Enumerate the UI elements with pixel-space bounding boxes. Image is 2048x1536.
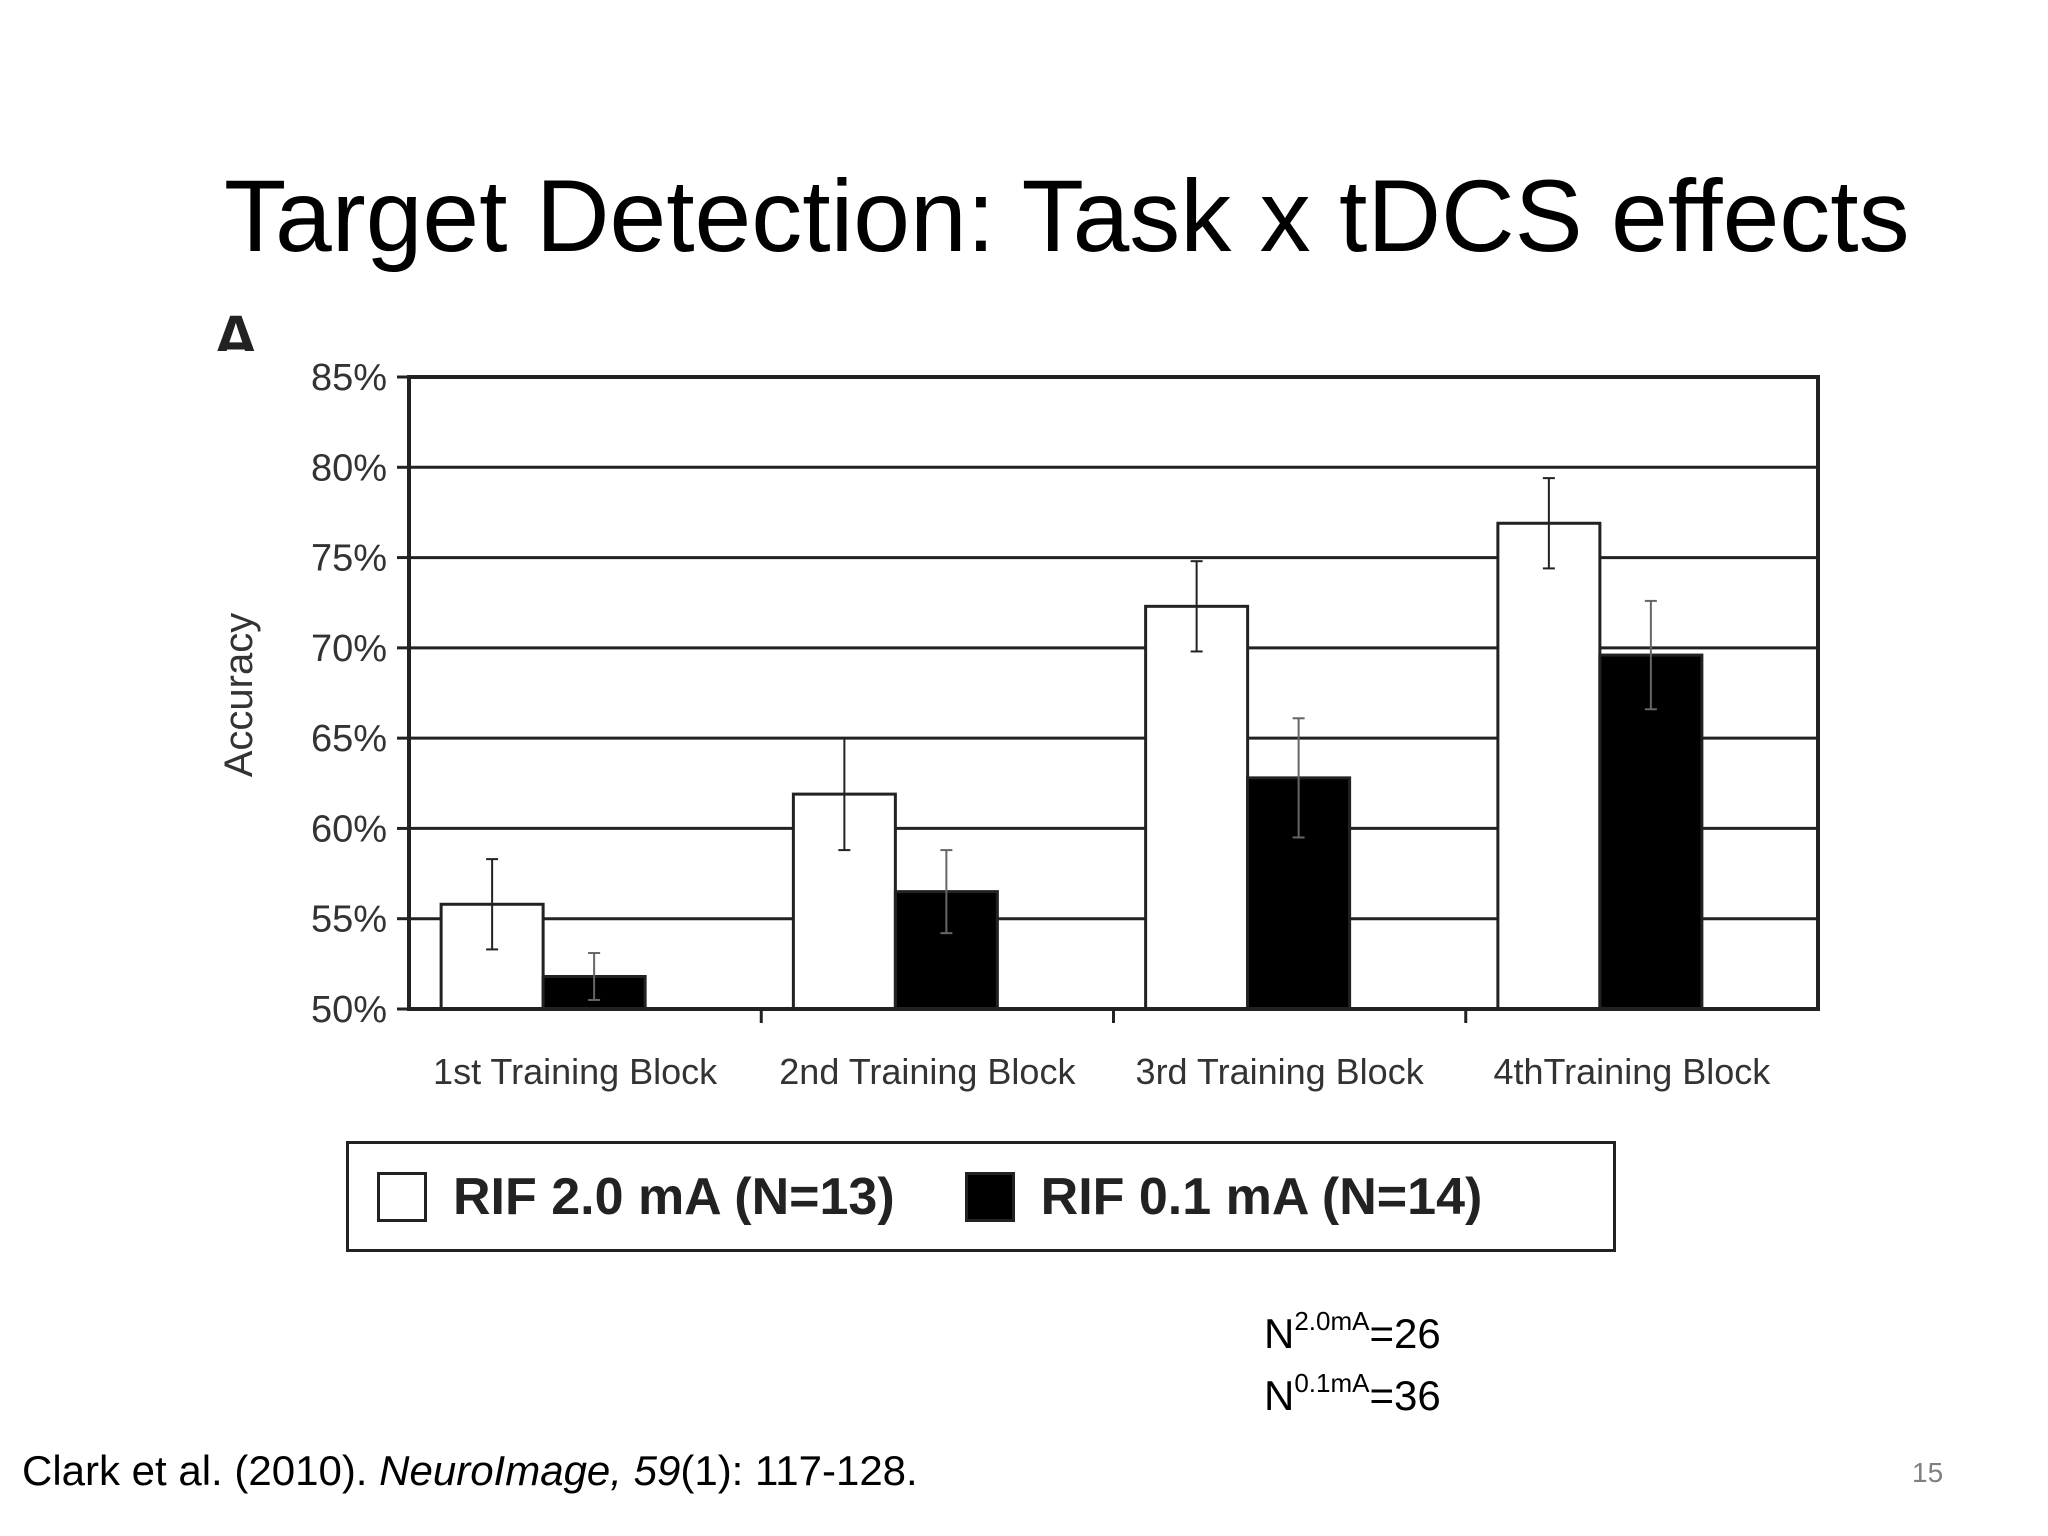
page-number: 15: [1912, 1457, 1944, 1488]
x-category-label: 3rd Training Block: [1136, 1051, 1425, 1092]
chart-legend: RIF 2.0 mA (N=13) RIF 0.1 mA (N=14): [346, 1141, 1616, 1252]
citation-issue-pages: (1): 117-128.: [680, 1447, 918, 1494]
legend-item-01mA: RIF 0.1 mA (N=14): [964, 1167, 1483, 1227]
x-category-label: 4thTraining Block: [1493, 1051, 1771, 1092]
x-category-label: 1st Training Block: [433, 1051, 718, 1092]
error-bars: [486, 477, 1657, 1001]
y-tick-label: 55%: [311, 899, 387, 941]
plot-border: [407, 375, 1820, 1011]
n-value: =36: [1369, 1372, 1441, 1419]
legend-item-2mA: RIF 2.0 mA (N=13): [377, 1167, 895, 1227]
n-count-2mA: N2.0mA=26: [1264, 1306, 1441, 1358]
n-sup: 0.1mA: [1294, 1368, 1370, 1398]
error-bar: [838, 737, 851, 852]
panel-letter: A: [212, 305, 260, 351]
plot-frame: [407, 375, 1820, 1023]
y-tick-label: 80%: [311, 447, 387, 489]
x-category-labels: 1st Training Block 2nd Training Block 3rd …: [433, 1051, 1771, 1092]
y-tick-label: 60%: [311, 808, 387, 850]
legend-label: RIF 2.0 mA (N=13): [453, 1167, 895, 1226]
error-bar: [940, 849, 953, 935]
n-value: =26: [1369, 1310, 1441, 1357]
error-bar: [1644, 599, 1657, 711]
x-category-label: 2nd Training Block: [779, 1051, 1076, 1092]
citation-authors: Clark et al. (2010).: [22, 1447, 380, 1494]
citation-journal: NeuroImage,: [379, 1447, 634, 1494]
slide-title: Target Detection: Task x tDCS effects: [224, 159, 1910, 273]
error-bar: [1190, 560, 1203, 653]
bar: [1144, 604, 1250, 1011]
error-bar: [486, 858, 499, 951]
legend-label: RIF 0.1 mA (N=14): [1040, 1167, 1483, 1226]
y-tick-label: 85%: [311, 357, 387, 399]
y-tick-label: 50%: [311, 989, 387, 1031]
y-tick-label: 70%: [311, 628, 387, 670]
bars: [439, 521, 1704, 1011]
legend-swatch-black: [964, 1171, 1015, 1222]
bar-chart: 50% 55% 60% 65% 70% 75% 80% 85% 1st Training Bl…: [217, 357, 1820, 1092]
y-axis-label: Accuracy: [217, 613, 261, 778]
y-tick-label: 65%: [311, 718, 387, 760]
legend-swatch-white: [377, 1171, 427, 1222]
error-bar: [588, 952, 601, 1001]
bar: [1598, 653, 1704, 1011]
n-base: N: [1264, 1372, 1295, 1419]
citation-volume: 59: [633, 1447, 681, 1494]
n-base: N: [1264, 1310, 1295, 1357]
citation: Clark et al. (2010). NeuroImage, 59(1): …: [22, 1447, 918, 1495]
error-bar: [1292, 717, 1305, 839]
y-tick-labels: 50% 55% 60% 65% 70% 75% 80% 85%: [311, 357, 387, 1031]
error-bar: [1542, 477, 1555, 570]
y-tick-label: 75%: [311, 538, 387, 580]
n-count-01mA: N0.1mA=36: [1264, 1368, 1441, 1420]
bar: [1496, 521, 1602, 1011]
n-sup: 2.0mA: [1294, 1306, 1370, 1336]
